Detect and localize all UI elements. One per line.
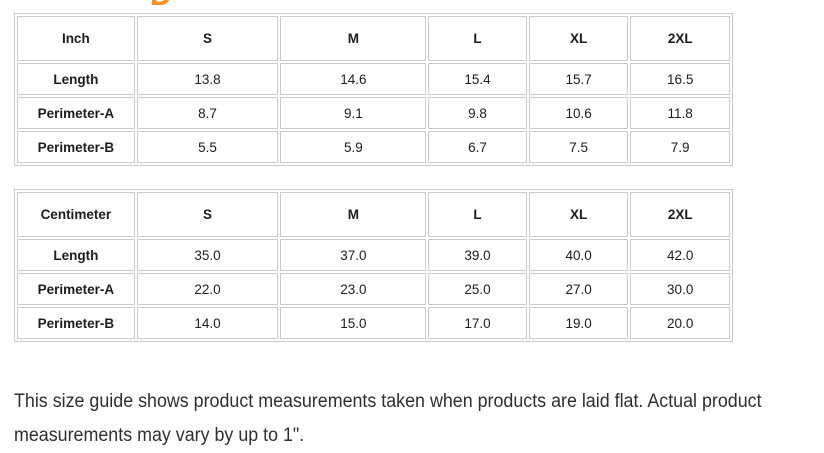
size-header-cell-s: S (136, 192, 279, 237)
value-cell: 15.4 (428, 63, 527, 95)
value-cell: 35.0 (136, 239, 279, 271)
value-cell: 23.0 (280, 273, 427, 305)
size-header-cell-2xl: 2XL (630, 16, 730, 61)
value-cell: 9.1 (280, 97, 427, 129)
row-label-cell: Perimeter-A (17, 273, 135, 305)
row-label-cell: Perimeter-B (17, 131, 135, 163)
value-cell: 22.0 (136, 273, 279, 305)
value-cell: 16.5 (630, 63, 730, 95)
size-header-cell-l: L (428, 16, 527, 61)
value-cell: 5.9 (280, 131, 427, 163)
value-cell: 6.7 (428, 131, 527, 163)
unit-header-cell: Inch (17, 16, 135, 61)
row-label-cell: Perimeter-A (17, 97, 135, 129)
size-header-cell-2xl: 2XL (630, 192, 730, 237)
value-cell: 37.0 (280, 239, 427, 271)
value-cell: 39.0 (428, 239, 527, 271)
row-label-cell: Length (17, 239, 135, 271)
row-label-cell: Perimeter-B (17, 307, 135, 339)
value-cell: 10.6 (528, 97, 629, 129)
value-cell: 25.0 (428, 273, 527, 305)
table-row-perimeter-a: Perimeter-A 8.7 9.1 9.8 10.6 11.8 (17, 97, 730, 129)
size-header-cell-l: L (428, 192, 527, 237)
value-cell: 19.0 (528, 307, 629, 339)
size-header-cell-m: M (280, 16, 427, 61)
table-row-length: Length 13.8 14.6 15.4 15.7 16.5 (17, 63, 730, 95)
value-cell: 15.0 (280, 307, 427, 339)
value-cell: 17.0 (428, 307, 527, 339)
table-header-row: Centimeter S M L XL 2XL (17, 192, 730, 237)
inch-size-table: Inch S M L XL 2XL Length 13.8 14.6 15.4 … (14, 13, 733, 166)
value-cell: 15.7 (528, 63, 629, 95)
clipped-heading: D (150, 0, 182, 8)
size-header-cell-xl: XL (528, 16, 629, 61)
centimeter-size-table: Centimeter S M L XL 2XL Length 35.0 37.0… (14, 189, 733, 342)
value-cell: 14.0 (136, 307, 279, 339)
row-label-cell: Length (17, 63, 135, 95)
value-cell: 5.5 (136, 131, 279, 163)
size-guide-footnote: This size guide shows product measuremen… (14, 385, 820, 453)
value-cell: 7.9 (630, 131, 730, 163)
footnote-line: This size guide shows product measuremen… (14, 391, 762, 412)
size-header-cell-m: M (280, 192, 427, 237)
value-cell: 30.0 (630, 273, 730, 305)
table-row-perimeter-a: Perimeter-A 22.0 23.0 25.0 27.0 30.0 (17, 273, 730, 305)
value-cell: 9.8 (428, 97, 527, 129)
clipped-heading-glyph: D (150, 0, 182, 8)
size-header-cell-s: S (136, 16, 279, 61)
value-cell: 40.0 (528, 239, 629, 271)
value-cell: 7.5 (528, 131, 629, 163)
value-cell: 13.8 (136, 63, 279, 95)
table-row-perimeter-b: Perimeter-B 14.0 15.0 17.0 19.0 20.0 (17, 307, 730, 339)
value-cell: 8.7 (136, 97, 279, 129)
footnote-line: measurements may vary by up to 1". (14, 425, 305, 446)
table-header-row: Inch S M L XL 2XL (17, 16, 730, 61)
value-cell: 27.0 (528, 273, 629, 305)
value-cell: 20.0 (630, 307, 730, 339)
value-cell: 11.8 (630, 97, 730, 129)
table-row-length: Length 35.0 37.0 39.0 40.0 42.0 (17, 239, 730, 271)
value-cell: 42.0 (630, 239, 730, 271)
unit-header-cell: Centimeter (17, 192, 135, 237)
size-header-cell-xl: XL (528, 192, 629, 237)
table-row-perimeter-b: Perimeter-B 5.5 5.9 6.7 7.5 7.9 (17, 131, 730, 163)
value-cell: 14.6 (280, 63, 427, 95)
